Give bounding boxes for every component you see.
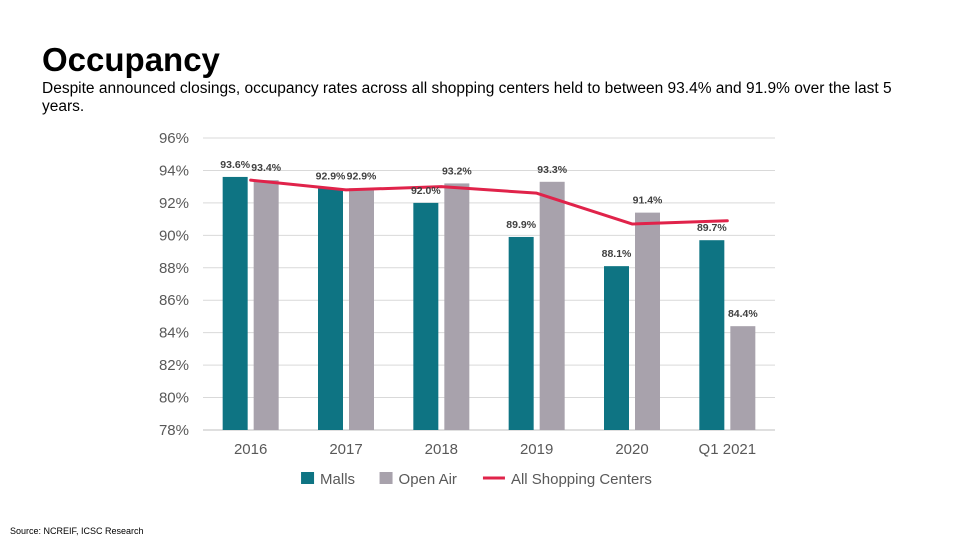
chart-gridlines [203,137,775,431]
bar-open-air [635,212,660,430]
bar-malls [699,240,725,430]
data-label: 88.1% [602,248,632,260]
bar-open-air [253,180,279,430]
chart-data-labels: 93.6% 93.4% 92.9% 92.9% 92.0%93.2% 89.9% 93.3%… [220,159,758,320]
y-tick-label: 88% [159,260,189,277]
line-all-shopping-centers [249,178,729,226]
y-tick-label: 92% [159,195,189,212]
y-tick-label: 94% [159,162,189,179]
y-tick-label: 78% [159,422,189,439]
data-label: 93.4% [251,162,281,174]
x-tick-label: 2017 [329,441,362,458]
data-label: 89.9% [506,219,536,231]
data-label: 84.4% [728,308,758,320]
bar-open-air [444,183,470,430]
bar-open-air [730,326,756,430]
source-note: Source: NCREIF, ICSC Research [10,526,144,536]
data-label: 93.2% [442,165,472,177]
x-tick-label: 2016 [234,441,267,458]
y-tick-label: 84% [159,325,189,342]
data-label: 92.9% [347,170,377,182]
bar-malls [508,236,534,430]
legend-label-all-shopping-centers: All Shopping Centers [511,471,652,488]
y-tick-label: 90% [159,227,189,244]
x-tick-label: 2019 [520,441,553,458]
y-tick-label: 80% [159,390,189,407]
x-tick-label: 2018 [425,441,458,458]
bar-malls [318,188,343,430]
legend-swatch-malls [301,472,315,484]
chart-bars [222,176,756,430]
bar-malls [604,266,629,430]
data-label: 92.9% [316,170,346,182]
legend-label-open-air: Open Air [399,471,457,488]
data-label: 93.3% [537,164,567,176]
page-subtitle: Despite announced closings, occupancy ra… [42,80,892,115]
legend-label-malls: Malls [320,471,355,488]
y-tick-label: 86% [159,292,189,309]
bar-open-air [349,188,374,430]
bar-open-air [539,181,565,430]
bar-malls [222,176,248,430]
x-tick-label: 2020 [615,441,648,458]
data-label: 92.0% [411,185,441,197]
data-label: 89.7% [697,222,727,234]
chart-legend: Malls Open Air All Shopping Centers [301,471,652,488]
data-label: 91.4% [633,195,663,207]
x-tick-label: Q1 2021 [699,441,757,458]
page-title: Occupancy [42,41,220,78]
data-label: 93.6% [220,159,250,171]
y-tick-label: 96% [159,130,189,147]
legend-swatch-open-air [379,472,393,484]
x-axis: 2016 2017 2018 2019 2020 Q1 2021 [234,441,756,458]
y-axis: 78% 80% 82% 84% 86% 88% 90% 92% 94% 96% [159,130,189,439]
y-tick-label: 82% [159,357,189,374]
bar-malls [413,202,439,430]
chart-line [249,178,729,226]
